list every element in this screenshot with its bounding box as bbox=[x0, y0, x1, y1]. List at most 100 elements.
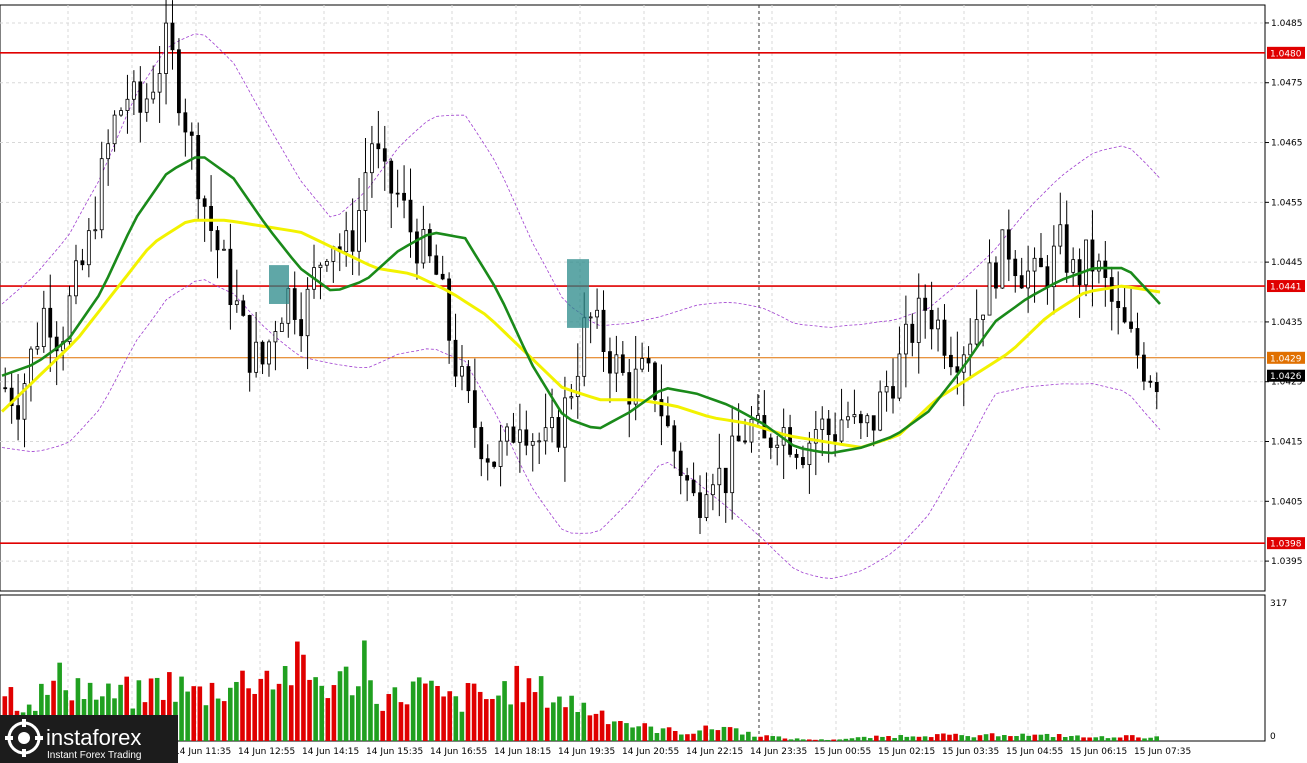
volume-bar bbox=[1142, 738, 1147, 741]
volume-bar bbox=[1136, 737, 1141, 741]
candle-body bbox=[685, 475, 690, 481]
volume-bar bbox=[642, 723, 648, 741]
volume-bar bbox=[282, 666, 288, 741]
candle-body bbox=[633, 368, 638, 405]
volume-bar bbox=[197, 686, 203, 741]
volume-bar bbox=[557, 696, 562, 741]
volume-bar bbox=[776, 736, 782, 741]
candle-body bbox=[292, 288, 297, 320]
candle-body bbox=[1071, 259, 1076, 273]
candle-body bbox=[41, 307, 46, 347]
candle-body bbox=[775, 444, 780, 448]
candle-body bbox=[1142, 354, 1146, 382]
price-tick-label: 1.0415 bbox=[1271, 438, 1303, 448]
candle-body bbox=[691, 479, 696, 494]
level-tag-box bbox=[1267, 537, 1305, 550]
candle-body bbox=[1096, 260, 1101, 272]
volume-bar bbox=[544, 707, 550, 741]
candle-body bbox=[1032, 257, 1037, 272]
volume-bar bbox=[764, 735, 769, 741]
volume-bar bbox=[1020, 733, 1025, 741]
candle-body bbox=[151, 91, 156, 100]
volume-bar bbox=[1099, 736, 1105, 741]
candle-body bbox=[968, 343, 973, 356]
volume-bar bbox=[672, 730, 678, 741]
candle-body bbox=[1006, 229, 1011, 260]
candle-body bbox=[138, 81, 143, 113]
volume-bar bbox=[368, 680, 373, 741]
candle-body bbox=[357, 210, 361, 252]
candle-body bbox=[936, 319, 940, 330]
volume-axis: 317 0 bbox=[1270, 599, 1287, 742]
candle-body bbox=[608, 351, 612, 374]
volume-bar bbox=[599, 710, 605, 741]
volume-bar bbox=[892, 738, 897, 741]
candle-body bbox=[434, 255, 439, 275]
candle-body bbox=[891, 386, 895, 399]
logo-name: instaforex bbox=[46, 725, 141, 750]
volume-bar bbox=[252, 693, 257, 741]
candle-body bbox=[871, 415, 876, 431]
candle-body bbox=[768, 437, 773, 448]
candle-body bbox=[318, 264, 323, 269]
volume-tick-label: 317 bbox=[1270, 599, 1287, 609]
volume-bar bbox=[423, 683, 428, 741]
volume-bar bbox=[709, 729, 715, 741]
candle-body bbox=[646, 358, 651, 364]
volume-bar bbox=[124, 676, 129, 741]
candle-body bbox=[736, 435, 741, 442]
logo-tagline: Instant Forex Trading bbox=[47, 750, 142, 761]
candle-body bbox=[382, 148, 387, 162]
candle-body bbox=[884, 386, 889, 393]
volume-bar bbox=[209, 682, 215, 741]
candle-body bbox=[678, 450, 683, 476]
volume-bar bbox=[965, 736, 971, 741]
candle-body bbox=[878, 391, 883, 431]
time-tick-label: 14 Jun 18:15 bbox=[494, 747, 551, 757]
level-tag-label: 1.0441 bbox=[1270, 283, 1302, 293]
volume-bar bbox=[685, 734, 690, 741]
candle-body bbox=[974, 319, 979, 345]
candle-body bbox=[363, 172, 368, 211]
candle-body bbox=[627, 372, 632, 405]
current-price-label: 1.0426 bbox=[1270, 372, 1302, 382]
candle-body bbox=[9, 387, 14, 407]
candle-body bbox=[550, 417, 554, 429]
volume-bar bbox=[490, 698, 495, 741]
candle-body bbox=[402, 192, 406, 201]
volume-bar bbox=[703, 725, 708, 741]
volume-bar bbox=[1050, 737, 1056, 741]
volume-bar bbox=[587, 715, 593, 741]
volume-bar bbox=[739, 734, 745, 741]
candle-body bbox=[453, 339, 458, 377]
candle-body bbox=[112, 114, 117, 145]
candle-body bbox=[164, 22, 168, 74]
volume-bar bbox=[483, 699, 489, 741]
time-tick-label: 14 Jun 20:55 bbox=[622, 747, 679, 757]
candle-body bbox=[247, 315, 252, 373]
volume-bar bbox=[75, 678, 81, 741]
volume-bar bbox=[526, 678, 532, 741]
volume-bar bbox=[362, 640, 367, 741]
candle-body bbox=[222, 248, 226, 251]
candle-body bbox=[447, 278, 452, 341]
time-tick-label: 14 Jun 15:35 bbox=[366, 747, 423, 757]
volume-bar bbox=[185, 691, 190, 741]
volume-bar bbox=[532, 692, 538, 741]
volume-bar bbox=[770, 736, 776, 741]
volume-bar bbox=[910, 736, 916, 741]
price-tick-label: 1.0405 bbox=[1271, 497, 1303, 507]
volume-bar bbox=[916, 736, 922, 741]
candle-body bbox=[794, 453, 799, 458]
volume-bar bbox=[398, 702, 404, 741]
candle-body bbox=[517, 429, 522, 443]
candle-body bbox=[80, 260, 85, 266]
volume-bar bbox=[788, 739, 794, 741]
candle-body bbox=[492, 461, 497, 467]
volume-bar bbox=[855, 737, 861, 741]
level-tag-label: 1.0480 bbox=[1270, 49, 1302, 59]
candle-body bbox=[575, 375, 580, 397]
candle-body bbox=[1090, 239, 1095, 272]
candle-body bbox=[279, 322, 284, 332]
